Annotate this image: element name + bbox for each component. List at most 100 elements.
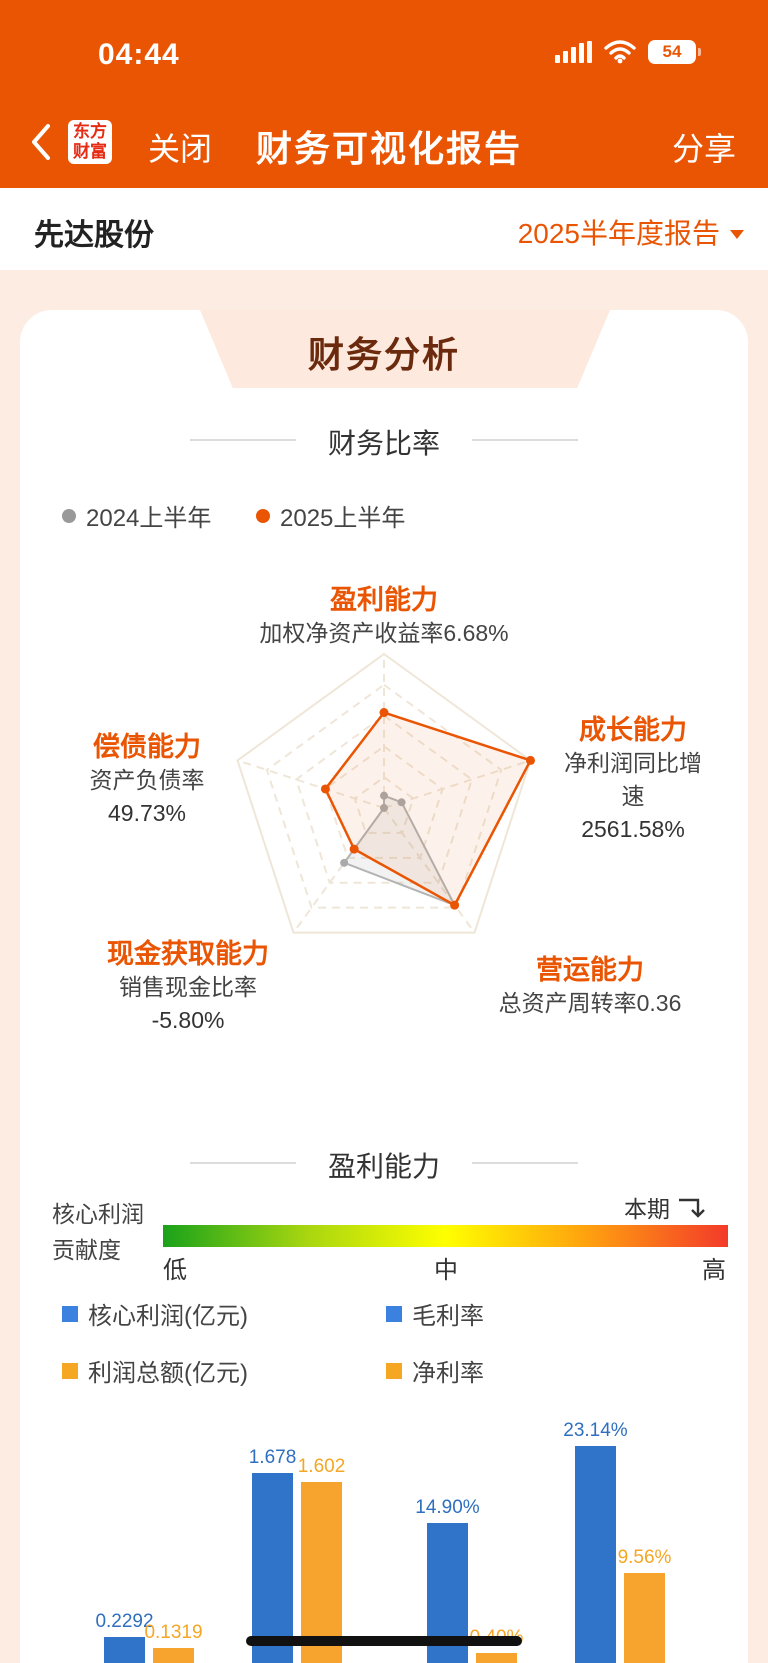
axis-sub-2: 速	[621, 783, 645, 809]
bar-value-label: 23.14%	[563, 1420, 628, 1441]
legend-swatch	[62, 1305, 78, 1322]
top-bar: 04:44 54 东方 财富 关闭 财务可视化报告 分享	[0, 0, 768, 188]
status-time: 04:44	[98, 38, 180, 71]
legend-label: 2025上半年	[280, 505, 406, 532]
app-logo: 东方 财富	[68, 120, 112, 164]
radar-point-2025	[349, 844, 359, 854]
radar-spoke	[383, 759, 531, 809]
radar-grid-ring	[294, 714, 474, 884]
ratio-title: 财务比率	[327, 428, 440, 459]
section-title: 财务分析	[307, 334, 460, 375]
contrib-label: 核心利润 贡献度	[52, 1196, 144, 1268]
bar-value-label: 1.602	[297, 1455, 346, 1477]
divider-line	[472, 439, 578, 441]
radar-spoke	[237, 759, 385, 809]
legend-swatch	[62, 1362, 78, 1379]
chart-bar	[252, 1473, 293, 1663]
chart-bar	[575, 1446, 616, 1663]
axis-value: -5.80%	[151, 1007, 225, 1033]
chart-bar	[624, 1573, 665, 1663]
stock-name: 先达股份	[34, 219, 154, 252]
scale-low: 低	[163, 1257, 187, 1284]
legend-net-margin[interactable]: 净利率	[386, 1353, 484, 1388]
axis-value: 2561.58%	[581, 816, 685, 842]
axis-title: 成长能力	[579, 715, 687, 745]
legend-label: 核心利润(亿元)	[88, 1303, 248, 1330]
radar-series-2025	[323, 711, 533, 907]
legend-total-profit[interactable]: 利润总额(亿元)	[62, 1353, 248, 1388]
chart-bar	[301, 1481, 342, 1663]
scale-high: 高	[702, 1257, 726, 1284]
bar-value-label: 14.90%	[415, 1497, 480, 1519]
wifi-icon	[604, 40, 636, 64]
legend-label: 毛利率	[412, 1303, 484, 1330]
scale-mid: 中	[434, 1257, 458, 1284]
logo-line-2: 财富	[73, 142, 107, 162]
legend-swatch	[386, 1305, 402, 1322]
axis-label-solvency: 偿债能力 资产负债率 49.73%	[72, 731, 222, 830]
bar-value-label: 9.56%	[617, 1547, 672, 1569]
radar-point-2025	[379, 708, 389, 718]
radar-point-2025	[320, 784, 330, 794]
home-indicator	[246, 1636, 522, 1646]
legend-gross-margin[interactable]: 毛利率	[386, 1296, 484, 1331]
close-button[interactable]: 关闭	[148, 131, 213, 167]
profit-title: 盈利能力	[327, 1151, 440, 1182]
axis-label-operation: 营运能力 总资产周转率0.36	[480, 954, 700, 1020]
axis-sub: 加权净资产收益率6.68%	[259, 620, 509, 646]
radar-chart	[236, 652, 535, 934]
axis-label-cash: 现金获取能力 销售现金比率 -5.80%	[88, 938, 288, 1037]
bar-value-label: 0.2292	[95, 1611, 154, 1633]
radar-grid-ring	[265, 683, 503, 909]
axis-sub: 总资产周转率0.36	[498, 990, 682, 1016]
axis-value: 49.73%	[107, 800, 186, 826]
legend-label: 2024上半年	[86, 505, 212, 532]
current-label: 本期	[624, 1196, 670, 1222]
radar-grid-ring	[236, 652, 532, 934]
bar-value-label: 0.1319	[144, 1622, 203, 1644]
battery-icon: 54	[648, 40, 701, 64]
legend-swatch	[386, 1362, 402, 1379]
bar-value-label: 1.678	[248, 1447, 297, 1468]
axis-label-profit: 盈利能力 加权净资产收益率6.68%	[224, 584, 544, 650]
period-selector[interactable]: 2025半年度报告	[518, 212, 744, 252]
legend-label: 净利率	[412, 1360, 484, 1387]
chart-bar	[153, 1648, 194, 1663]
axis-sub: 销售现金比率	[119, 974, 257, 1000]
contribution-gradient	[163, 1225, 728, 1247]
radar-grid-ring	[353, 775, 415, 834]
current-marker: 本期	[624, 1190, 706, 1224]
contrib-label-2: 贡献度	[52, 1237, 121, 1263]
axis-title: 营运能力	[536, 955, 644, 985]
legend-2025[interactable]: 2025上半年	[256, 498, 405, 533]
back-icon[interactable]	[26, 122, 56, 162]
chart-bar	[476, 1653, 517, 1663]
divider-line	[190, 1162, 296, 1164]
axis-sub: 资产负债率	[89, 767, 205, 793]
axis-sub: 净利润同比增	[564, 750, 702, 776]
radar-point-2024	[397, 798, 406, 807]
radar-point-2024	[340, 858, 349, 867]
axis-title: 偿债能力	[93, 732, 201, 762]
signal-icon	[555, 41, 592, 63]
contrib-label-1: 核心利润	[52, 1201, 144, 1227]
divider-line	[190, 439, 296, 441]
logo-line-1: 东方	[73, 122, 107, 142]
legend-2024[interactable]: 2024上半年	[62, 498, 211, 533]
axis-title: 盈利能力	[330, 585, 438, 615]
axis-label-growth: 成长能力 净利润同比增 速 2561.58%	[548, 714, 718, 846]
radar-point-2025	[450, 900, 460, 910]
arrow-down-right-icon	[679, 1198, 705, 1218]
page-title: 财务可视化报告	[256, 128, 523, 169]
radar-point-2024	[380, 804, 388, 812]
chart-bar	[104, 1637, 145, 1663]
radar-spoke	[292, 807, 385, 934]
share-button[interactable]: 分享	[671, 131, 736, 167]
legend-dot	[256, 508, 270, 523]
status-icons: 54	[555, 40, 701, 64]
analysis-card: 财务分析	[20, 310, 748, 1663]
radar-spoke	[383, 807, 476, 934]
section-tab	[200, 310, 610, 388]
legend-core-profit[interactable]: 核心利润(亿元)	[62, 1296, 248, 1331]
legend-dot	[62, 508, 76, 523]
